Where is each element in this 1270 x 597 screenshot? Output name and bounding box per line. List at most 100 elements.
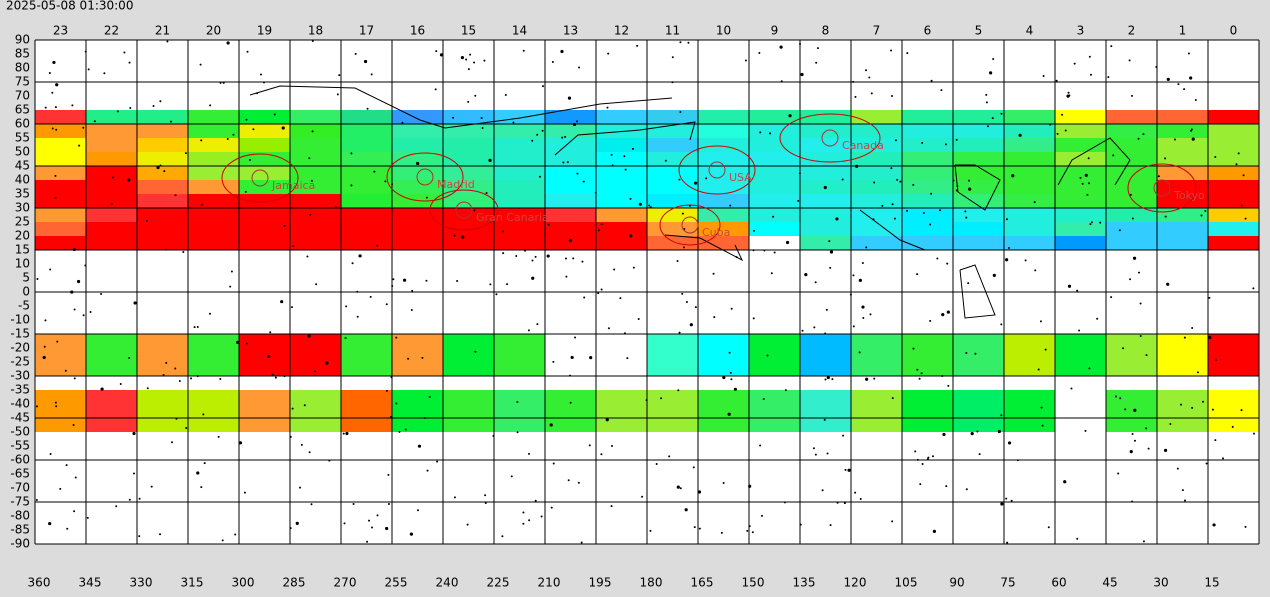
star — [583, 296, 586, 299]
star — [638, 202, 642, 206]
heat-cell — [86, 208, 137, 222]
star — [55, 128, 58, 131]
star — [522, 49, 525, 52]
heat-cell — [494, 124, 545, 138]
star — [1189, 76, 1193, 80]
heat-cell — [239, 334, 290, 376]
star — [1000, 323, 1003, 326]
star — [132, 472, 135, 475]
star — [1087, 157, 1090, 160]
star — [123, 51, 126, 54]
star — [1055, 79, 1058, 82]
star — [370, 73, 373, 76]
star — [831, 378, 834, 381]
heat-cell — [35, 180, 86, 194]
star — [281, 126, 285, 130]
dec-label: 15 — [15, 243, 30, 257]
star — [773, 251, 776, 254]
heat-cell — [1004, 138, 1055, 152]
heat-cell — [341, 390, 392, 418]
heat-cell — [392, 110, 443, 124]
star — [600, 453, 603, 456]
star — [762, 398, 765, 401]
star — [1131, 433, 1134, 436]
star — [208, 312, 211, 315]
heat-cell — [800, 166, 851, 180]
star — [865, 69, 868, 72]
star — [861, 305, 865, 309]
star — [354, 52, 357, 55]
star — [921, 463, 924, 466]
place-label: Canada — [842, 139, 884, 152]
star — [54, 174, 57, 177]
heat-cell — [137, 390, 188, 418]
star — [1253, 432, 1256, 435]
star — [770, 272, 773, 275]
dec-label: -25 — [10, 355, 30, 369]
heat-cell — [137, 124, 188, 138]
star — [342, 432, 345, 435]
star — [387, 473, 390, 476]
star — [55, 405, 58, 408]
star — [166, 40, 169, 43]
star — [456, 280, 459, 283]
heat-cell — [902, 180, 953, 194]
star — [679, 111, 682, 114]
star — [842, 434, 845, 437]
star — [759, 444, 762, 447]
star — [681, 212, 684, 215]
star — [890, 167, 893, 170]
star — [299, 486, 302, 489]
heat-cell — [137, 110, 188, 124]
star — [334, 205, 337, 208]
star — [648, 204, 651, 207]
star — [243, 491, 246, 494]
star — [1110, 45, 1113, 48]
ra-label: 240 — [436, 576, 459, 590]
star — [146, 387, 149, 390]
star — [705, 177, 708, 180]
heat-cell — [800, 208, 851, 222]
star — [729, 204, 732, 207]
star — [631, 147, 634, 150]
star — [133, 301, 137, 305]
star — [295, 521, 299, 525]
heat-cell — [596, 236, 647, 250]
star — [946, 262, 949, 265]
heat-cell — [341, 236, 392, 250]
star — [384, 180, 387, 183]
heat-cell — [1004, 180, 1055, 194]
star — [1208, 296, 1211, 299]
heat-cell — [443, 138, 494, 152]
star — [1039, 320, 1042, 323]
star — [976, 430, 979, 433]
star — [641, 495, 644, 498]
heat-cell — [749, 166, 800, 180]
heat-cell — [1208, 110, 1259, 124]
star — [835, 217, 839, 221]
constellation-line — [959, 264, 996, 319]
star — [581, 260, 584, 263]
star — [985, 101, 988, 104]
star — [865, 246, 868, 249]
star — [939, 209, 942, 212]
place-ring — [429, 189, 499, 231]
star — [565, 257, 568, 260]
star — [87, 68, 90, 71]
heat-cell — [1055, 166, 1106, 180]
star — [801, 329, 804, 332]
star — [89, 311, 92, 314]
star — [64, 369, 67, 372]
star — [567, 479, 570, 482]
constellation-line — [554, 121, 696, 156]
heat-cell — [341, 418, 392, 432]
star — [1110, 296, 1113, 299]
star — [156, 165, 160, 170]
heat-cell — [35, 124, 86, 138]
heat-cell — [698, 208, 749, 222]
ra-label: 120 — [844, 576, 867, 590]
star — [200, 139, 203, 142]
star — [582, 180, 585, 183]
dec-label: -70 — [10, 481, 30, 495]
